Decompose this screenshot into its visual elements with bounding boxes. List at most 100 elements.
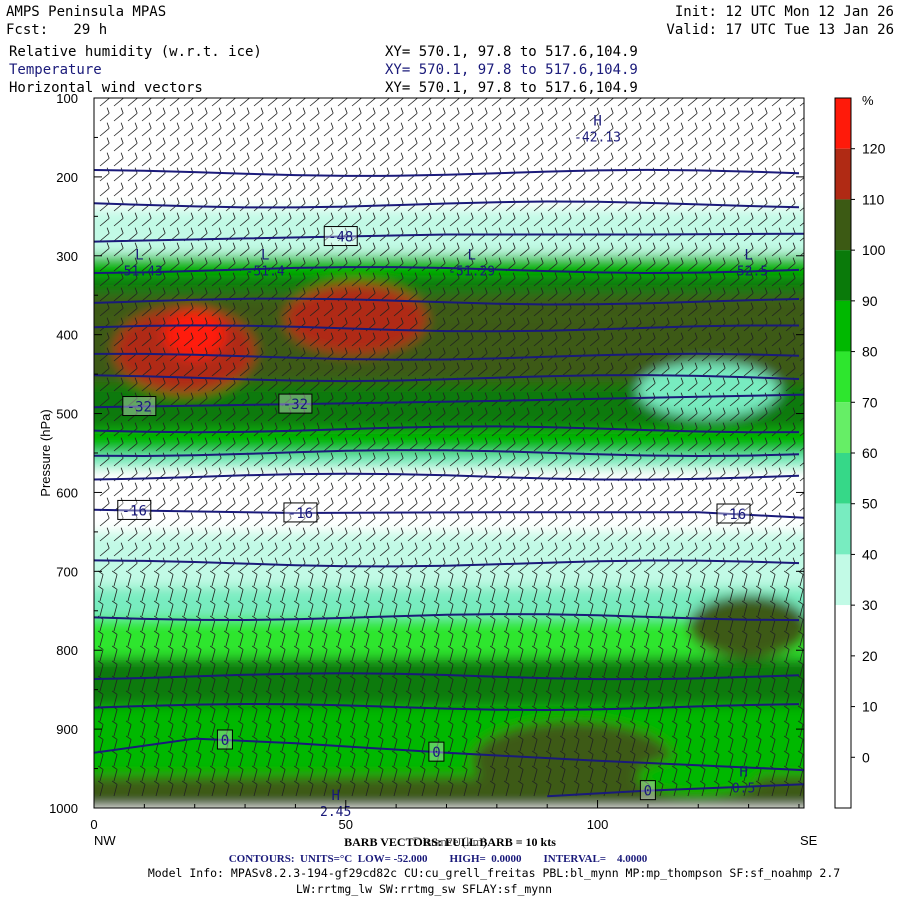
extremum-letter: L xyxy=(261,248,269,264)
extremum-value: 0.5 xyxy=(732,781,755,796)
rh-patch xyxy=(688,595,804,659)
rh-band xyxy=(94,618,804,659)
rh-patch xyxy=(285,283,427,355)
contour-label: 0 xyxy=(221,733,229,749)
temperature-contour-line xyxy=(94,449,800,458)
temperature-contour-line xyxy=(547,783,804,798)
barb-legend: BARB VECTORS: FULL BARB = 10 kts xyxy=(344,835,556,849)
rh-band xyxy=(94,208,804,256)
colorbar-tick-label: 90 xyxy=(862,293,878,309)
init-time: Init: 12 UTC Mon 12 Jan 26 xyxy=(674,4,894,20)
colorbar-segment xyxy=(835,655,851,707)
temperature-contour-line xyxy=(94,702,800,712)
colorbar-tick-label: 100 xyxy=(862,242,886,258)
temperature-contour-line xyxy=(94,352,800,361)
contour-label: -48 xyxy=(328,230,353,246)
rh-band xyxy=(94,531,804,588)
temperature-contour-line xyxy=(94,393,804,409)
colorbar-tick-label: 70 xyxy=(862,394,878,410)
contour-label-box xyxy=(323,226,358,247)
extremum-value: -42.13 xyxy=(574,131,621,146)
y-tick-label: 1000 xyxy=(49,801,78,816)
temperature-contour-line xyxy=(94,613,800,622)
colorbar-segment xyxy=(835,757,851,808)
contour-label: -32 xyxy=(283,397,308,413)
colorbar-tick-label: 80 xyxy=(862,344,878,360)
contour-info: CONTOURS: UNITS=°C LOW= -52.000 HIGH= 0.… xyxy=(229,853,648,865)
colorbar-segment xyxy=(835,453,851,504)
temperature-contour-line xyxy=(94,425,800,434)
extremum-value: 2.45 xyxy=(320,805,351,820)
extremum-letter: L xyxy=(467,248,475,264)
forecast-hour: Fcst: 29 h xyxy=(6,22,108,38)
temperature-contour-line xyxy=(94,472,800,481)
colorbar-tick-label: 50 xyxy=(862,496,878,512)
colorbar-segment xyxy=(835,605,851,656)
extremum-letter: H xyxy=(331,788,339,804)
colorbar-segment xyxy=(835,98,851,149)
rh-patch xyxy=(164,311,225,359)
contour-label-box xyxy=(278,393,313,414)
colorbar-tick-label: 40 xyxy=(862,546,878,562)
extremum-value: -52.5 xyxy=(729,265,768,280)
colorbar-tick-label: 0 xyxy=(862,749,870,765)
x-tick-label: 50 xyxy=(339,817,353,832)
y-tick-label: 500 xyxy=(56,407,78,422)
field-name-wind: Horizontal wind vectors xyxy=(9,80,203,96)
temperature-contour-line xyxy=(94,374,800,383)
colorbar-unit: % xyxy=(862,93,874,108)
temperature-contour-line xyxy=(94,324,799,333)
contour-label: -16 xyxy=(122,503,147,519)
temperature-contour-line xyxy=(94,200,800,209)
x-tick-label: 100 xyxy=(587,817,609,832)
temperature-contour-line xyxy=(94,297,800,306)
temperature-contour-line xyxy=(94,232,804,243)
temperature-contour-line xyxy=(94,266,800,275)
temperature-contour-line xyxy=(94,737,804,772)
colorbar-segment xyxy=(835,706,851,758)
contour-label-box xyxy=(122,396,157,417)
contour-label: -16 xyxy=(288,506,313,522)
colorbar-tick-label: 110 xyxy=(862,191,885,207)
y-tick-label: 700 xyxy=(56,564,78,579)
y-axis-label: Pressure (hPa) xyxy=(38,409,53,496)
temperature-contour-line xyxy=(94,508,804,519)
chart-title: AMPS Peninsula MPAS xyxy=(6,4,167,20)
colorbar-tick-label: 20 xyxy=(862,648,878,664)
y-tick-label: 200 xyxy=(56,170,78,185)
colorbar-segment xyxy=(835,351,851,403)
model-info-line-1: Model Info: MPASv8.2.3-194-gf29cd82c CU:… xyxy=(148,866,840,880)
y-tick-label: 300 xyxy=(56,249,78,264)
colorbar-segment xyxy=(835,300,851,352)
y-tick-label: 800 xyxy=(56,643,78,658)
colorbar-segment xyxy=(835,199,851,251)
contour-label: -16 xyxy=(721,507,746,523)
contour-label-box xyxy=(716,503,751,524)
extremum-letter: H xyxy=(593,114,601,130)
colorbar-segment xyxy=(835,503,851,555)
field-name-temperature: Temperature xyxy=(9,62,102,78)
contour-label: 0 xyxy=(644,784,652,800)
contour-label: -32 xyxy=(127,400,152,416)
rh-band xyxy=(94,429,804,453)
y-tick-label: 400 xyxy=(56,328,78,343)
rh-patch xyxy=(471,721,674,801)
field-name-rh: Relative humidity (w.r.t. ice) xyxy=(9,44,262,60)
colorbar-segment xyxy=(835,250,851,301)
y-tick-label: 100 xyxy=(56,91,78,106)
extremum-letter: L xyxy=(744,248,752,264)
rh-band xyxy=(94,275,804,296)
valid-time: Valid: 17 UTC Tue 13 Jan 26 xyxy=(666,22,894,38)
y-tick-label: 600 xyxy=(56,485,78,500)
contour-label-box xyxy=(216,729,233,750)
temperature-contour-line xyxy=(94,559,800,568)
field-xy-wind: XY= 570.1, 97.8 to 517.6,104.9 xyxy=(385,80,638,96)
extremum-value: -51.4 xyxy=(246,265,285,280)
field-xy-temperature: XY= 570.1, 97.8 to 517.6,104.9 xyxy=(385,62,638,78)
extremum-letter: L xyxy=(135,248,143,264)
colorbar-tick-label: 30 xyxy=(862,597,878,613)
extremum-value: -51.43 xyxy=(116,265,163,280)
field-xy-rh: XY= 570.1, 97.8 to 517.6,104.9 xyxy=(385,44,638,60)
